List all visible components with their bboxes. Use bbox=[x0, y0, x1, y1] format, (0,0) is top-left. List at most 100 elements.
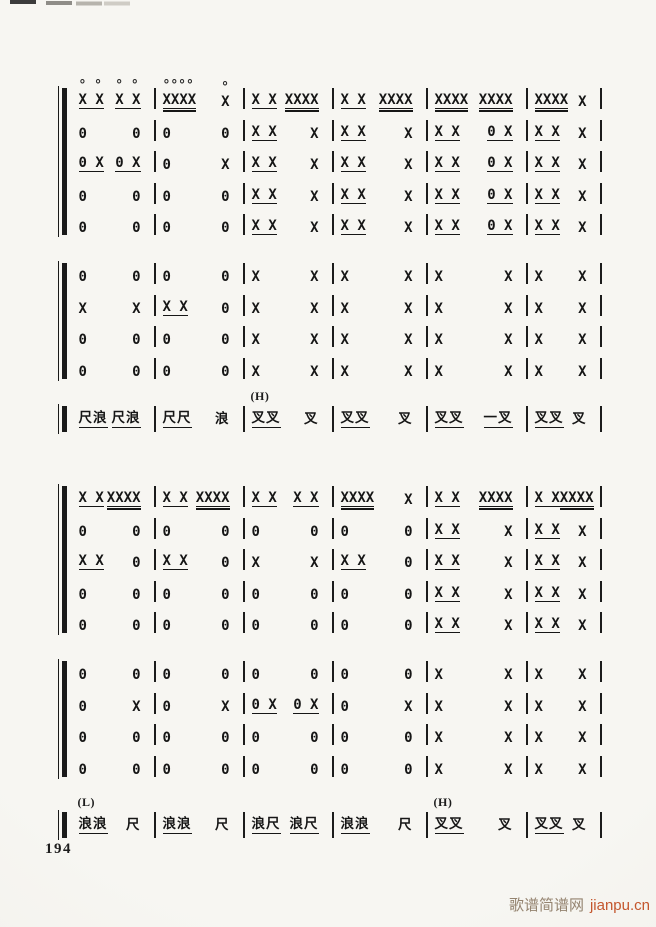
notes: X X bbox=[434, 521, 460, 538]
measure: X X 0 X bbox=[428, 151, 528, 172]
note-group: 0 bbox=[163, 190, 171, 204]
notes: 尺浪 bbox=[78, 409, 108, 426]
note-group: 0 bbox=[132, 556, 140, 570]
notes: X X bbox=[534, 155, 560, 171]
note-group: X bbox=[310, 365, 318, 379]
notes: X bbox=[251, 363, 260, 380]
note-group: X bbox=[252, 556, 260, 570]
scan-edge-artifact bbox=[10, 0, 36, 4]
watermark-site-name: 歌谱简谱网 bbox=[508, 896, 584, 914]
note-group: X X bbox=[340, 219, 366, 235]
notes: 0 bbox=[221, 363, 230, 380]
measure: ° ° X X ° ° X X bbox=[72, 79, 156, 109]
notes: X bbox=[578, 523, 587, 540]
notes: 浪浪 bbox=[162, 815, 192, 832]
note-group: 0 X bbox=[78, 156, 104, 172]
notes: XXXX bbox=[378, 92, 413, 108]
notes: X bbox=[404, 363, 413, 380]
note-group: X bbox=[504, 588, 512, 602]
notes: X X bbox=[251, 92, 277, 108]
notes: 0 bbox=[310, 586, 319, 603]
notes: 浪尺 bbox=[289, 815, 319, 832]
note-group: X bbox=[434, 363, 443, 380]
note-group: X bbox=[252, 302, 260, 316]
notes: X bbox=[434, 761, 443, 778]
open-stroke-circles: ° ° bbox=[78, 78, 102, 93]
note-group: 0 bbox=[221, 270, 229, 284]
note-group: 0 bbox=[162, 618, 171, 634]
notes: 0 bbox=[162, 523, 171, 540]
note-group: 0 bbox=[162, 730, 171, 746]
note-group: X bbox=[251, 363, 260, 380]
note-group: X bbox=[535, 700, 543, 714]
notes: X bbox=[221, 698, 230, 715]
notes: X bbox=[434, 269, 443, 285]
notes: XXXX bbox=[434, 92, 469, 108]
block-grid: (L) 浪浪尺浪浪尺浪尺 浪尺 浪浪尺 (H) 叉叉叉叉叉叉 bbox=[72, 795, 602, 838]
note-group: X bbox=[341, 270, 349, 284]
notes: X X bbox=[434, 584, 460, 601]
note-group: X bbox=[310, 127, 318, 141]
notes: 0 bbox=[221, 618, 230, 634]
note-group: X bbox=[578, 523, 587, 540]
system-bracket bbox=[57, 484, 67, 635]
notes: X bbox=[534, 363, 543, 380]
notes: 0 bbox=[404, 523, 413, 540]
notes: 0 bbox=[78, 667, 87, 683]
note-group: X X bbox=[340, 156, 366, 172]
note-group: X X bbox=[434, 125, 460, 141]
notes: X bbox=[434, 363, 443, 380]
notes: X X bbox=[534, 584, 560, 601]
note-group: 0 bbox=[132, 525, 140, 539]
open-stroke-circles: °°°° bbox=[162, 78, 194, 93]
note-group: X X bbox=[434, 491, 460, 507]
note-group: 0 bbox=[132, 221, 140, 235]
notes: 0 X bbox=[487, 155, 513, 171]
measure: (L) 浪浪 尺 bbox=[72, 795, 156, 838]
notes: 叉叉 bbox=[534, 409, 564, 426]
notes: X bbox=[251, 332, 260, 348]
note-group: 浪浪 bbox=[162, 815, 192, 834]
note-group: 0 bbox=[79, 270, 87, 284]
notes: X bbox=[310, 157, 319, 173]
notes: X bbox=[251, 269, 260, 285]
note-group: 0 bbox=[79, 190, 87, 204]
measure: X X 0 X bbox=[428, 214, 528, 235]
notes: X bbox=[434, 300, 443, 317]
note-group: X X bbox=[534, 554, 560, 570]
note-group: X bbox=[132, 700, 140, 714]
notes: X bbox=[404, 698, 413, 715]
notes: 0 bbox=[162, 730, 171, 746]
notes: 叉 bbox=[572, 410, 587, 427]
notes: 叉 bbox=[398, 410, 413, 427]
note-group: X bbox=[535, 668, 543, 682]
note-group: 0 bbox=[221, 221, 229, 235]
note-group: X bbox=[221, 698, 230, 715]
notes: 0 bbox=[162, 618, 171, 634]
note-group: 浪 bbox=[215, 411, 230, 427]
note-group: X X bbox=[434, 521, 460, 539]
note-group: 浪尺 bbox=[251, 816, 281, 834]
notes: X bbox=[434, 730, 443, 746]
measure: 浪浪 尺 bbox=[156, 812, 245, 838]
